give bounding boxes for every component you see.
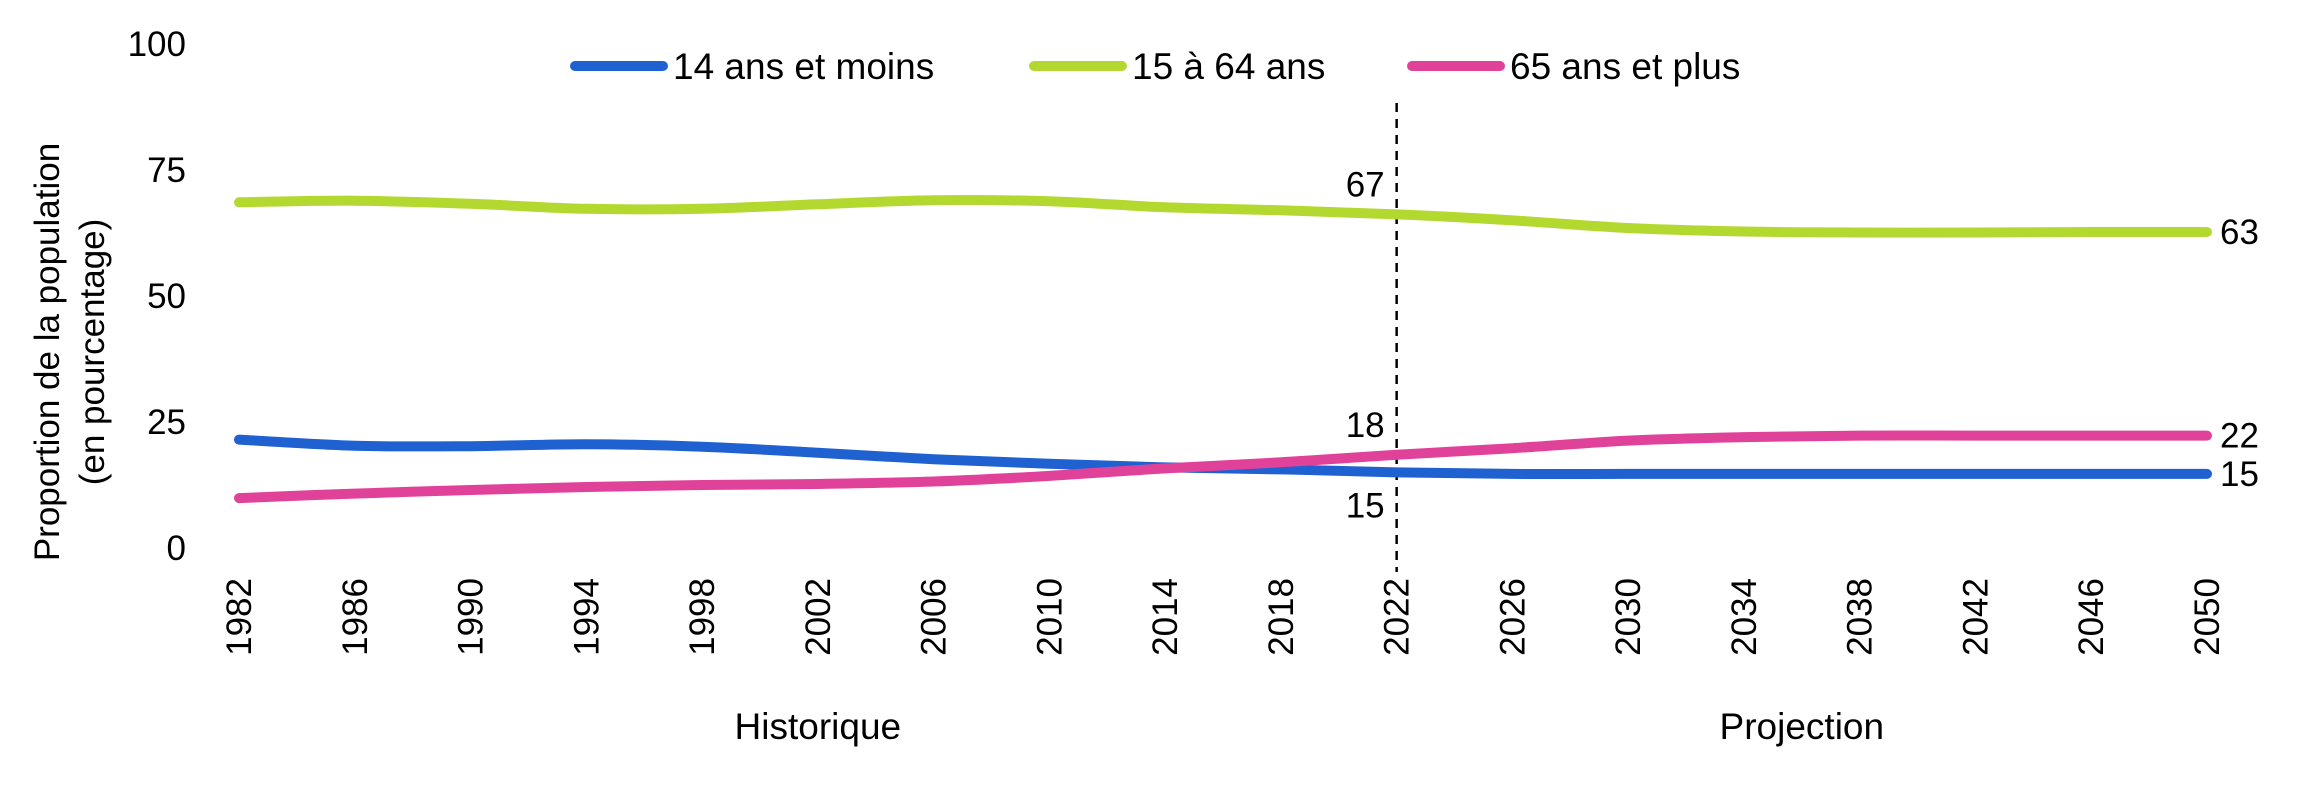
x-tick-label: 1990 bbox=[452, 578, 491, 656]
x-tick-label: 2006 bbox=[915, 578, 954, 656]
period-labels: Historique Projection bbox=[735, 706, 1885, 747]
y-tick-label: 100 bbox=[128, 25, 186, 64]
x-tick-label: 2026 bbox=[1493, 578, 1532, 656]
legend-label: 14 ans et moins bbox=[673, 46, 934, 87]
x-tick-label: 2010 bbox=[1030, 578, 1069, 656]
x-tick-label: 2018 bbox=[1262, 578, 1301, 656]
x-tick-label: 2022 bbox=[1378, 578, 1417, 656]
legend-item-3: 65 ans et plus bbox=[1407, 46, 1740, 87]
series-line-3 bbox=[234, 430, 2212, 504]
data-label: 67 bbox=[1346, 165, 1385, 204]
y-axis-title: Proportion de la population (en pourcent… bbox=[28, 143, 112, 561]
x-tick-label: 2014 bbox=[1146, 578, 1185, 656]
period-label: Historique bbox=[735, 706, 902, 747]
x-tick-label: 2046 bbox=[2072, 578, 2111, 656]
data-label: 18 bbox=[1346, 406, 1385, 445]
period-label: Projection bbox=[1720, 706, 1885, 747]
legend-label: 15 à 64 ans bbox=[1132, 46, 1325, 87]
data-label: 22 bbox=[2220, 417, 2259, 456]
y-tick-label: 0 bbox=[167, 529, 186, 568]
legend-label: 65 ans et plus bbox=[1510, 46, 1740, 87]
x-tick-label: 2042 bbox=[1957, 578, 1996, 656]
x-tick-label: 2030 bbox=[1609, 578, 1648, 656]
x-tick-label: 2034 bbox=[1725, 578, 1764, 656]
x-tick-label: 1982 bbox=[220, 578, 259, 656]
y-axis-ticks: 0 25 50 75 100 bbox=[128, 25, 186, 568]
y-tick-label: 50 bbox=[147, 277, 186, 316]
legend-item-2: 15 à 64 ans bbox=[1029, 46, 1325, 87]
data-label: 63 bbox=[2220, 213, 2259, 252]
x-tick-label: 1994 bbox=[567, 578, 606, 656]
legend: 14 ans et moins 15 à 64 ans 65 ans et plus bbox=[570, 46, 1740, 87]
data-label: 15 bbox=[2220, 455, 2259, 494]
series-lines bbox=[234, 194, 2212, 504]
series-line-2 bbox=[234, 194, 2212, 238]
y-axis-title-line-1: Proportion de la population bbox=[28, 143, 67, 561]
y-tick-label: 25 bbox=[147, 403, 186, 442]
x-tick-label: 1986 bbox=[336, 578, 375, 656]
x-tick-label: 2038 bbox=[1841, 578, 1880, 656]
y-axis-title-line-2: (en pourcentage) bbox=[73, 219, 112, 486]
y-tick-label: 75 bbox=[147, 151, 186, 190]
x-tick-label: 2002 bbox=[799, 578, 838, 656]
x-axis-ticks: 1982 1986 1990 1994 1998 2002 2006 2010 2014 2018… bbox=[220, 578, 2227, 656]
legend-item-1: 14 ans et moins bbox=[570, 46, 934, 87]
x-tick-label: 1998 bbox=[683, 578, 722, 656]
data-label: 15 bbox=[1346, 486, 1385, 525]
x-tick-label: 2050 bbox=[2188, 578, 2227, 656]
